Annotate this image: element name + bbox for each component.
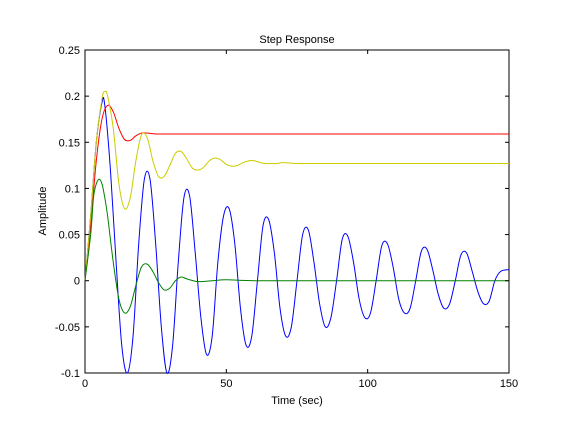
series-line-3 xyxy=(84,90,509,281)
x-axis-label: Time (sec) xyxy=(271,395,323,407)
x-tick-label: 50 xyxy=(220,378,232,390)
plot-area xyxy=(84,49,510,374)
series-layer xyxy=(84,90,510,374)
y-tick-label: 0.25 xyxy=(59,45,80,57)
y-tick-label: 0.15 xyxy=(59,137,80,149)
y-tick-label: -0.1 xyxy=(61,368,80,380)
series-line-2 xyxy=(84,104,509,281)
y-tick-label: 0.2 xyxy=(65,91,80,103)
y-tick-label: 0 xyxy=(74,276,80,288)
y-tick-label: 0.05 xyxy=(59,230,80,242)
y-tick-label: 0.1 xyxy=(65,183,80,195)
y-axis-label: Amplitude xyxy=(37,187,49,236)
x-tick-label: 150 xyxy=(500,378,518,390)
y-tick-label: -0.05 xyxy=(55,322,80,334)
x-tick-label: 0 xyxy=(82,378,88,390)
chart-title: Step Response xyxy=(259,34,334,46)
series-line-1 xyxy=(84,96,510,374)
ticks-layer: 0 50 100 150 -0.1 -0.05 0 0.05 0.1 0.15 0.2 0.25 xyxy=(55,45,518,390)
x-tick-label: 100 xyxy=(358,378,376,390)
series-line-4 xyxy=(84,178,509,314)
